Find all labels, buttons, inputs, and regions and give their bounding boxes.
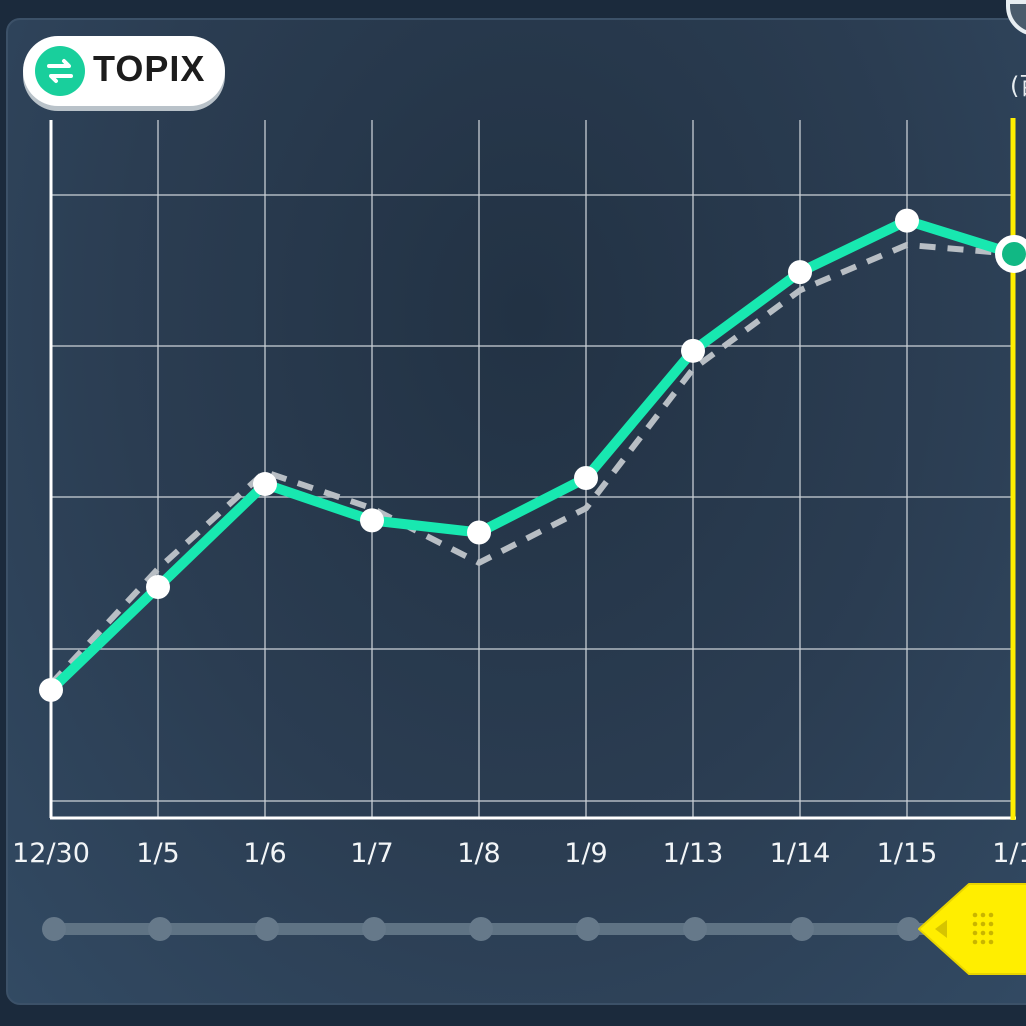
- x-tick-label: 1/1: [992, 838, 1026, 869]
- slider-grip-dot: [980, 930, 986, 936]
- slider-tick: [683, 917, 707, 941]
- slider-tick: [42, 917, 66, 941]
- slider-grip-dot: [980, 939, 986, 945]
- data-point: [467, 520, 491, 545]
- index-badge[interactable]: TOPIX: [23, 36, 225, 106]
- data-point: [39, 677, 63, 702]
- x-tick-label: 1/6: [243, 838, 286, 869]
- slider-grip-dot: [980, 912, 986, 918]
- x-tick-label: 1/13: [663, 838, 724, 869]
- slider-grip-dot: [972, 930, 978, 936]
- x-tick-label: 1/15: [877, 838, 938, 869]
- chart-series: [39, 118, 1026, 820]
- swap-arrows-icon: [35, 46, 85, 96]
- x-tick-label: 1/7: [350, 838, 393, 869]
- chart-grid: [51, 120, 1015, 818]
- slider-grip-dot: [980, 921, 986, 927]
- x-tick-label: 1/8: [457, 838, 500, 869]
- data-point: [253, 472, 277, 497]
- slider-grip-dot: [988, 930, 994, 936]
- data-point: [146, 575, 170, 599]
- slider-grip-dot: [972, 939, 978, 945]
- slider-tick: [362, 917, 386, 941]
- slider-thumb[interactable]: [918, 883, 1026, 975]
- slider-tick: [148, 917, 172, 941]
- slider-thumb-arrow-icon: [935, 920, 947, 938]
- chart-axes: [49, 120, 1016, 820]
- x-tick-label: 1/14: [770, 838, 831, 869]
- x-axis-tick-labels: 12/30 1/5 1/6 1/7 1/8 1/9 1/13 1/14 1/15 1/1: [12, 838, 1026, 869]
- data-point: [360, 508, 384, 533]
- selected-data-point: [1002, 241, 1026, 266]
- x-tick-label: 1/5: [136, 838, 179, 869]
- index-badge-label: TOPIX: [93, 48, 206, 89]
- slider-tick: [790, 917, 814, 941]
- slider-grip-dot: [988, 912, 994, 918]
- x-tick-label: 1/9: [564, 838, 607, 869]
- data-point: [681, 338, 705, 363]
- slider-grip-dot: [988, 939, 994, 945]
- main-series-line: [46, 215, 1019, 695]
- slider-tick: [576, 917, 600, 941]
- data-point: [895, 208, 919, 233]
- slider-grip-dot: [988, 921, 994, 927]
- slider-grip-dot: [972, 912, 978, 918]
- slider-grip-dot: [972, 921, 978, 927]
- date-slider[interactable]: [42, 883, 1026, 975]
- slider-tick: [897, 917, 921, 941]
- data-point: [574, 466, 598, 490]
- unit-label: (百: [1010, 72, 1026, 100]
- slider-tick: [469, 917, 493, 941]
- slider-tick: [255, 917, 279, 941]
- comparison-series-line: [48, 241, 1015, 686]
- x-tick-label: 12/30: [12, 838, 90, 869]
- data-point: [788, 260, 812, 285]
